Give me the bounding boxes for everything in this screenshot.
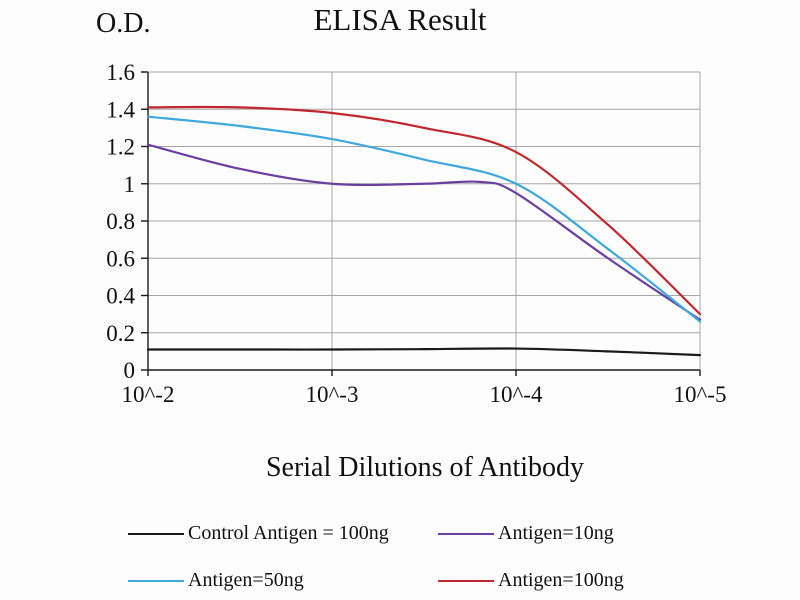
legend-swatch-antigen-100ng <box>438 579 494 582</box>
plot-area: 0 0.2 0.4 0.6 0.8 1 1.2 1.4 1.6 10^-2 10^-3 10^-4 10… <box>106 60 727 407</box>
y-tick-label: 0.6 <box>106 246 135 271</box>
legend: Control Antigen = 100ng Antigen=10ng Ant… <box>128 522 688 592</box>
y-tick-label: 0.2 <box>106 321 135 346</box>
y-tick-label: 1.2 <box>106 135 135 160</box>
legend-label-antigen-100ng: Antigen=100ng <box>498 569 624 591</box>
legend-label-antigen-50ng: Antigen=50ng <box>188 569 304 591</box>
x-tick-label: 10^-3 <box>306 382 359 407</box>
chart-title: ELISA Result <box>313 2 487 37</box>
x-tick-label: 10^-4 <box>490 382 543 407</box>
legend-swatch-antigen-10ng <box>438 532 494 535</box>
series-line-control-antigen-100ng <box>146 347 702 357</box>
x-axis-title: Serial Dilutions of Antibody <box>265 452 585 483</box>
legend-swatch-control-antigen <box>128 532 184 535</box>
legend-item-antigen-10ng: Antigen=10ng <box>438 522 688 545</box>
series-line-antigen-50ng <box>146 115 702 323</box>
y-tick-label: 1.4 <box>106 97 135 122</box>
y-axis-title: O.D. <box>96 8 151 39</box>
y-tick-label: 0 <box>124 358 136 383</box>
y-tick-label: 0.8 <box>106 209 135 234</box>
legend-label-control-antigen: Control Antigen = 100ng <box>188 522 389 544</box>
legend-item-control-antigen: Control Antigen = 100ng <box>128 522 438 545</box>
legend-label-antigen-10ng: Antigen=10ng <box>498 522 614 544</box>
legend-item-antigen-100ng: Antigen=100ng <box>438 569 688 592</box>
chart-header: O.D. ELISA Result <box>0 0 800 56</box>
y-tick-label: 0.4 <box>106 284 135 309</box>
series-line-antigen-100ng <box>146 105 702 316</box>
y-tick-label: 1 <box>124 172 136 197</box>
legend-item-antigen-50ng: Antigen=50ng <box>128 569 438 592</box>
x-tick-label: 10^-2 <box>122 382 175 407</box>
legend-swatch-antigen-50ng <box>128 579 184 582</box>
series-line-antigen-10ng <box>146 143 702 321</box>
y-tick-label: 1.6 <box>106 60 135 85</box>
x-tick-label: 10^-5 <box>674 382 727 407</box>
